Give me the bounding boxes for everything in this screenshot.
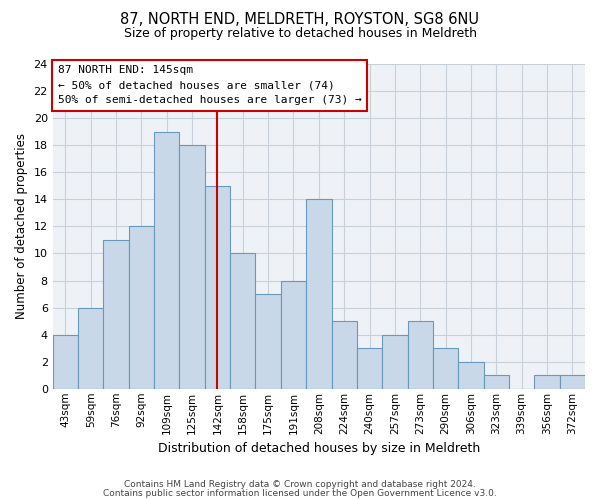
Bar	[179, 145, 205, 389]
Text: 87, NORTH END, MELDRETH, ROYSTON, SG8 6NU: 87, NORTH END, MELDRETH, ROYSTON, SG8 6N…	[121, 12, 479, 28]
Y-axis label: Number of detached properties: Number of detached properties	[15, 134, 28, 320]
Bar	[154, 132, 179, 389]
Bar	[205, 186, 230, 389]
Bar	[256, 294, 281, 389]
Bar	[484, 375, 509, 389]
Bar	[433, 348, 458, 389]
Bar	[458, 362, 484, 389]
Bar	[103, 240, 129, 389]
Text: Contains public sector information licensed under the Open Government Licence v3: Contains public sector information licen…	[103, 488, 497, 498]
Text: 87 NORTH END: 145sqm
← 50% of detached houses are smaller (74)
50% of semi-detac: 87 NORTH END: 145sqm ← 50% of detached h…	[58, 66, 361, 105]
Bar	[560, 375, 585, 389]
Bar	[306, 200, 332, 389]
Bar	[357, 348, 382, 389]
Bar	[230, 254, 256, 389]
Text: Contains HM Land Registry data © Crown copyright and database right 2024.: Contains HM Land Registry data © Crown c…	[124, 480, 476, 489]
Text: Size of property relative to detached houses in Meldreth: Size of property relative to detached ho…	[124, 28, 476, 40]
Bar	[129, 226, 154, 389]
Bar	[407, 321, 433, 389]
Bar	[382, 334, 407, 389]
Bar	[78, 308, 103, 389]
Bar	[53, 334, 78, 389]
Bar	[535, 375, 560, 389]
Bar	[281, 280, 306, 389]
X-axis label: Distribution of detached houses by size in Meldreth: Distribution of detached houses by size …	[158, 442, 480, 455]
Bar	[332, 321, 357, 389]
